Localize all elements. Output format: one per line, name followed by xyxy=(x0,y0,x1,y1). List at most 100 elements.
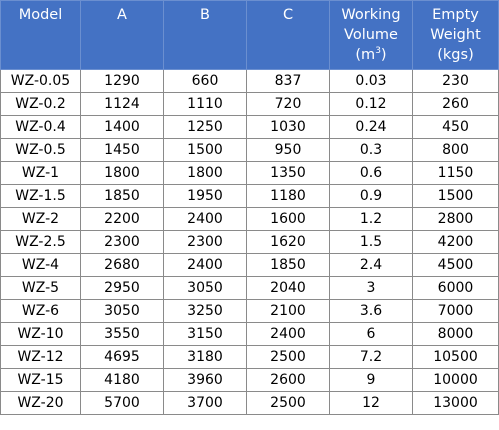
cell-model: WZ-2 xyxy=(0,207,81,231)
cell-b: 3050 xyxy=(163,276,247,300)
cell-a: 2300 xyxy=(80,230,164,254)
header-weight-line1: Empty xyxy=(432,7,479,23)
cell-empty-weight: 260 xyxy=(412,92,499,116)
header-weight-unit: (kgs) xyxy=(437,47,474,63)
cell-empty-weight: 450 xyxy=(412,115,499,139)
cell-model: WZ-0.2 xyxy=(0,92,81,116)
cell-b: 3700 xyxy=(163,391,247,415)
cell-c: 1600 xyxy=(246,207,330,231)
cell-working-volume: 0.12 xyxy=(329,92,413,116)
table-row: WZ-0.5 1450 1500 950 0.3 800 xyxy=(0,138,499,162)
cell-c: 2500 xyxy=(246,391,330,415)
cell-working-volume: 7.2 xyxy=(329,345,413,369)
header-model-label: Model xyxy=(18,7,63,23)
cell-working-volume: 9 xyxy=(329,368,413,392)
cell-empty-weight: 10000 xyxy=(412,368,499,392)
header-weight-line2: Weight xyxy=(430,27,481,43)
cell-model: WZ-0.5 xyxy=(0,138,81,162)
table-row: WZ-5 2950 3050 2040 3 6000 xyxy=(0,276,499,300)
header-empty-weight: Empty Weight (kgs) xyxy=(412,0,499,70)
cell-b: 660 xyxy=(163,69,247,93)
cell-working-volume: 3.6 xyxy=(329,299,413,323)
table-row: WZ-4 2680 2400 1850 2.4 4500 xyxy=(0,253,499,277)
volume-unit-open: (m xyxy=(355,47,376,63)
header-model: Model xyxy=(0,0,81,70)
table-row: WZ-2 2200 2400 1600 1.2 2800 xyxy=(0,207,499,231)
cell-b: 1950 xyxy=(163,184,247,208)
cell-a: 1800 xyxy=(80,161,164,185)
cell-a: 3050 xyxy=(80,299,164,323)
cell-working-volume: 2.4 xyxy=(329,253,413,277)
cell-working-volume: 0.24 xyxy=(329,115,413,139)
cell-empty-weight: 2800 xyxy=(412,207,499,231)
cell-b: 1110 xyxy=(163,92,247,116)
cell-model: WZ-10 xyxy=(0,322,81,346)
table-row: WZ-0.4 1400 1250 1030 0.24 450 xyxy=(0,115,499,139)
cell-b: 2300 xyxy=(163,230,247,254)
table-row: WZ-10 3550 3150 2400 6 8000 xyxy=(0,322,499,346)
cell-empty-weight: 7000 xyxy=(412,299,499,323)
cell-b: 1800 xyxy=(163,161,247,185)
table-row: WZ-12 4695 3180 2500 7.2 10500 xyxy=(0,345,499,369)
header-volume-unit: (m3) xyxy=(332,45,410,65)
cell-working-volume: 1.5 xyxy=(329,230,413,254)
table-row: WZ-0.05 1290 660 837 0.03 230 xyxy=(0,69,499,93)
cell-model: WZ-0.4 xyxy=(0,115,81,139)
cell-working-volume: 1.2 xyxy=(329,207,413,231)
cell-working-volume: 0.03 xyxy=(329,69,413,93)
volume-unit-exponent: 3 xyxy=(375,46,381,57)
cell-model: WZ-2.5 xyxy=(0,230,81,254)
cell-c: 950 xyxy=(246,138,330,162)
cell-c: 837 xyxy=(246,69,330,93)
header-c-label: C xyxy=(282,7,294,23)
cell-a: 1450 xyxy=(80,138,164,162)
header-c: C xyxy=(246,0,330,70)
cell-c: 2400 xyxy=(246,322,330,346)
cell-c: 2500 xyxy=(246,345,330,369)
cell-c: 2600 xyxy=(246,368,330,392)
cell-empty-weight: 1500 xyxy=(412,184,499,208)
specification-table: Model A B C Working Volume (m3) Empty We… xyxy=(0,0,499,415)
header-b-label: B xyxy=(200,7,210,23)
header-b: B xyxy=(163,0,247,70)
cell-model: WZ-12 xyxy=(0,345,81,369)
cell-a: 4695 xyxy=(80,345,164,369)
cell-working-volume: 12 xyxy=(329,391,413,415)
cell-a: 2950 xyxy=(80,276,164,300)
cell-empty-weight: 8000 xyxy=(412,322,499,346)
cell-b: 3180 xyxy=(163,345,247,369)
cell-a: 1290 xyxy=(80,69,164,93)
cell-b: 1250 xyxy=(163,115,247,139)
cell-model: WZ-6 xyxy=(0,299,81,323)
cell-model: WZ-1.5 xyxy=(0,184,81,208)
cell-a: 2680 xyxy=(80,253,164,277)
cell-model: WZ-1 xyxy=(0,161,81,185)
cell-empty-weight: 13000 xyxy=(412,391,499,415)
cell-a: 2200 xyxy=(80,207,164,231)
table-row: WZ-20 5700 3700 2500 12 13000 xyxy=(0,391,499,415)
table-row: WZ-1.5 1850 1950 1180 0.9 1500 xyxy=(0,184,499,208)
header-a: A xyxy=(80,0,164,70)
cell-c: 1350 xyxy=(246,161,330,185)
cell-model: WZ-0.05 xyxy=(0,69,81,93)
cell-model: WZ-5 xyxy=(0,276,81,300)
cell-working-volume: 3 xyxy=(329,276,413,300)
table-body: WZ-0.05 1290 660 837 0.03 230 WZ-0.2 1124 1110 72… xyxy=(0,69,499,415)
cell-c: 2100 xyxy=(246,299,330,323)
header-a-label: A xyxy=(117,7,127,23)
table-row: WZ-15 4180 3960 2600 9 10000 xyxy=(0,368,499,392)
cell-a: 1124 xyxy=(80,92,164,116)
cell-a: 4180 xyxy=(80,368,164,392)
cell-a: 1850 xyxy=(80,184,164,208)
cell-empty-weight: 10500 xyxy=(412,345,499,369)
cell-empty-weight: 1150 xyxy=(412,161,499,185)
cell-b: 3150 xyxy=(163,322,247,346)
cell-a: 1400 xyxy=(80,115,164,139)
cell-b: 1500 xyxy=(163,138,247,162)
cell-c: 1620 xyxy=(246,230,330,254)
volume-unit-close: ) xyxy=(380,47,387,63)
cell-b: 3960 xyxy=(163,368,247,392)
cell-empty-weight: 800 xyxy=(412,138,499,162)
cell-working-volume: 0.9 xyxy=(329,184,413,208)
cell-c: 1180 xyxy=(246,184,330,208)
